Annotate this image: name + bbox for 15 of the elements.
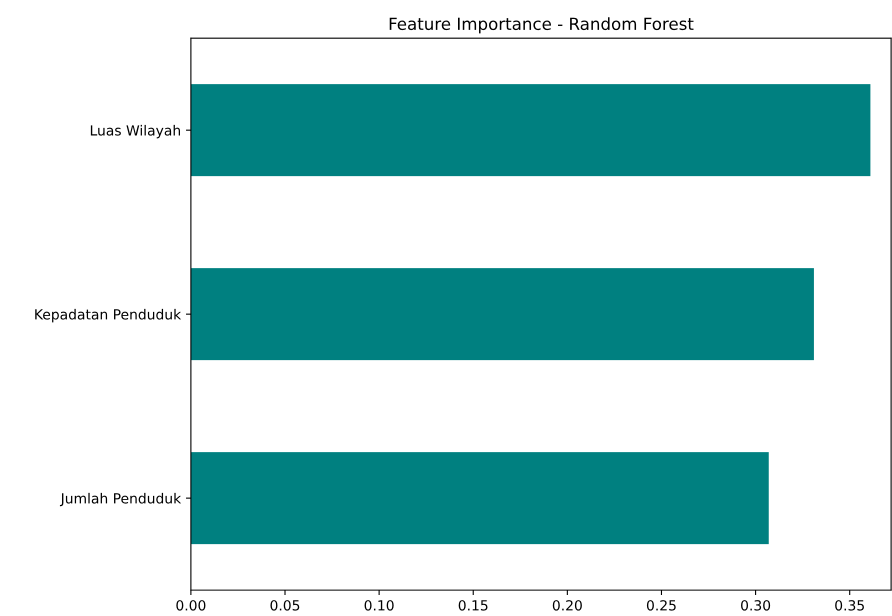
x-tick-label: 0.00 — [176, 600, 206, 611]
chart-title: Feature Importance - Random Forest — [390, 17, 694, 34]
x-tick-label: 0.35 — [835, 600, 864, 611]
x-tick-label: 0.05 — [270, 600, 300, 611]
x-tick-label: 0.25 — [646, 600, 676, 611]
x-tick-label: 0.10 — [364, 600, 394, 611]
bar — [190, 268, 814, 360]
y-tick-label: Jumlah Penduduk — [60, 492, 182, 506]
y-tick-label: Kepadatan Penduduk — [35, 308, 182, 322]
x-tick-label: 0.20 — [552, 600, 582, 611]
y-tick-label: Luas Wilayah — [90, 124, 180, 138]
bar — [190, 452, 769, 544]
x-tick-label: 0.15 — [458, 600, 488, 611]
bar — [190, 84, 870, 176]
x-tick-label: 0.30 — [741, 600, 770, 611]
